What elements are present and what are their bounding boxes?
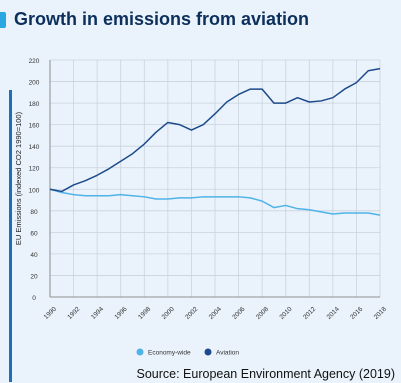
y-tick-label: 80 (30, 209, 38, 216)
y-tick-label: 200 (29, 80, 40, 87)
x-tick-label: 2018 (373, 305, 388, 320)
y-tick-label: 160 (29, 123, 40, 130)
series-lines (49, 67, 381, 216)
legend-label: Aviation (216, 350, 239, 357)
x-tick-labels: 1990 1992 1994 1996 1998 2000 2002 2004 2006 2008… (43, 305, 388, 320)
y-tick-label: 140 (29, 144, 40, 151)
y-tick-label: 60 (30, 230, 38, 237)
y-tick-label: 20 (30, 273, 38, 280)
y-tick-labels: 0 20 40 60 80 100 120 140 160 180 200 220 (29, 58, 40, 302)
x-tick-label: 2008 (255, 305, 270, 320)
y-tick-label: 100 (29, 187, 40, 194)
y-tick-label: 220 (29, 58, 40, 65)
grid-lines (49, 59, 381, 298)
legend: Economy-wide Aviation (136, 348, 239, 357)
y-axis-label: EU Emissions (indexed CO2 1990=100) (14, 111, 23, 245)
x-tick-label: 2010 (278, 305, 293, 320)
legend-label: Economy-wide (148, 350, 191, 357)
x-tick-label: 2002 (184, 305, 199, 320)
y-tick-label: 180 (29, 101, 40, 108)
x-tick-label: 1996 (113, 305, 128, 320)
series-line-economy-wide (49, 188, 381, 216)
x-tick-label: 1992 (66, 305, 81, 320)
chart-title: Growth in emissions from aviation (14, 9, 310, 29)
source-note: Source: European Environment Agency (201… (136, 367, 396, 381)
title-accent-bar (0, 12, 6, 28)
x-tick-label: 1990 (43, 305, 58, 320)
y-tick-label: 0 (32, 295, 36, 302)
x-tick-label: 2014 (326, 305, 341, 320)
left-accent-rule (9, 90, 12, 382)
x-tick-label: 1994 (90, 305, 105, 320)
title-bar: Growth in emissions from aviation (0, 4, 401, 34)
x-tick-label: 2000 (161, 305, 176, 320)
x-tick-label: 2016 (349, 305, 364, 320)
x-tick-label: 1998 (137, 305, 152, 320)
y-tick-label: 40 (30, 252, 38, 259)
legend-marker (136, 348, 144, 356)
x-tick-label: 2012 (302, 305, 317, 320)
legend-marker (204, 348, 212, 356)
x-tick-label: 2006 (231, 305, 246, 320)
x-tick-label: 2004 (208, 305, 223, 320)
series-line-aviation (49, 67, 381, 193)
y-tick-label: 120 (29, 166, 40, 173)
